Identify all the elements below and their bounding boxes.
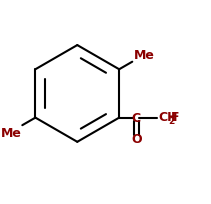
Text: O: O: [131, 133, 142, 146]
Text: CH: CH: [158, 111, 178, 123]
Text: C: C: [132, 112, 141, 124]
Text: F: F: [171, 111, 180, 123]
Text: Me: Me: [1, 127, 22, 140]
Text: Me: Me: [134, 49, 154, 62]
Text: 2: 2: [168, 116, 174, 125]
